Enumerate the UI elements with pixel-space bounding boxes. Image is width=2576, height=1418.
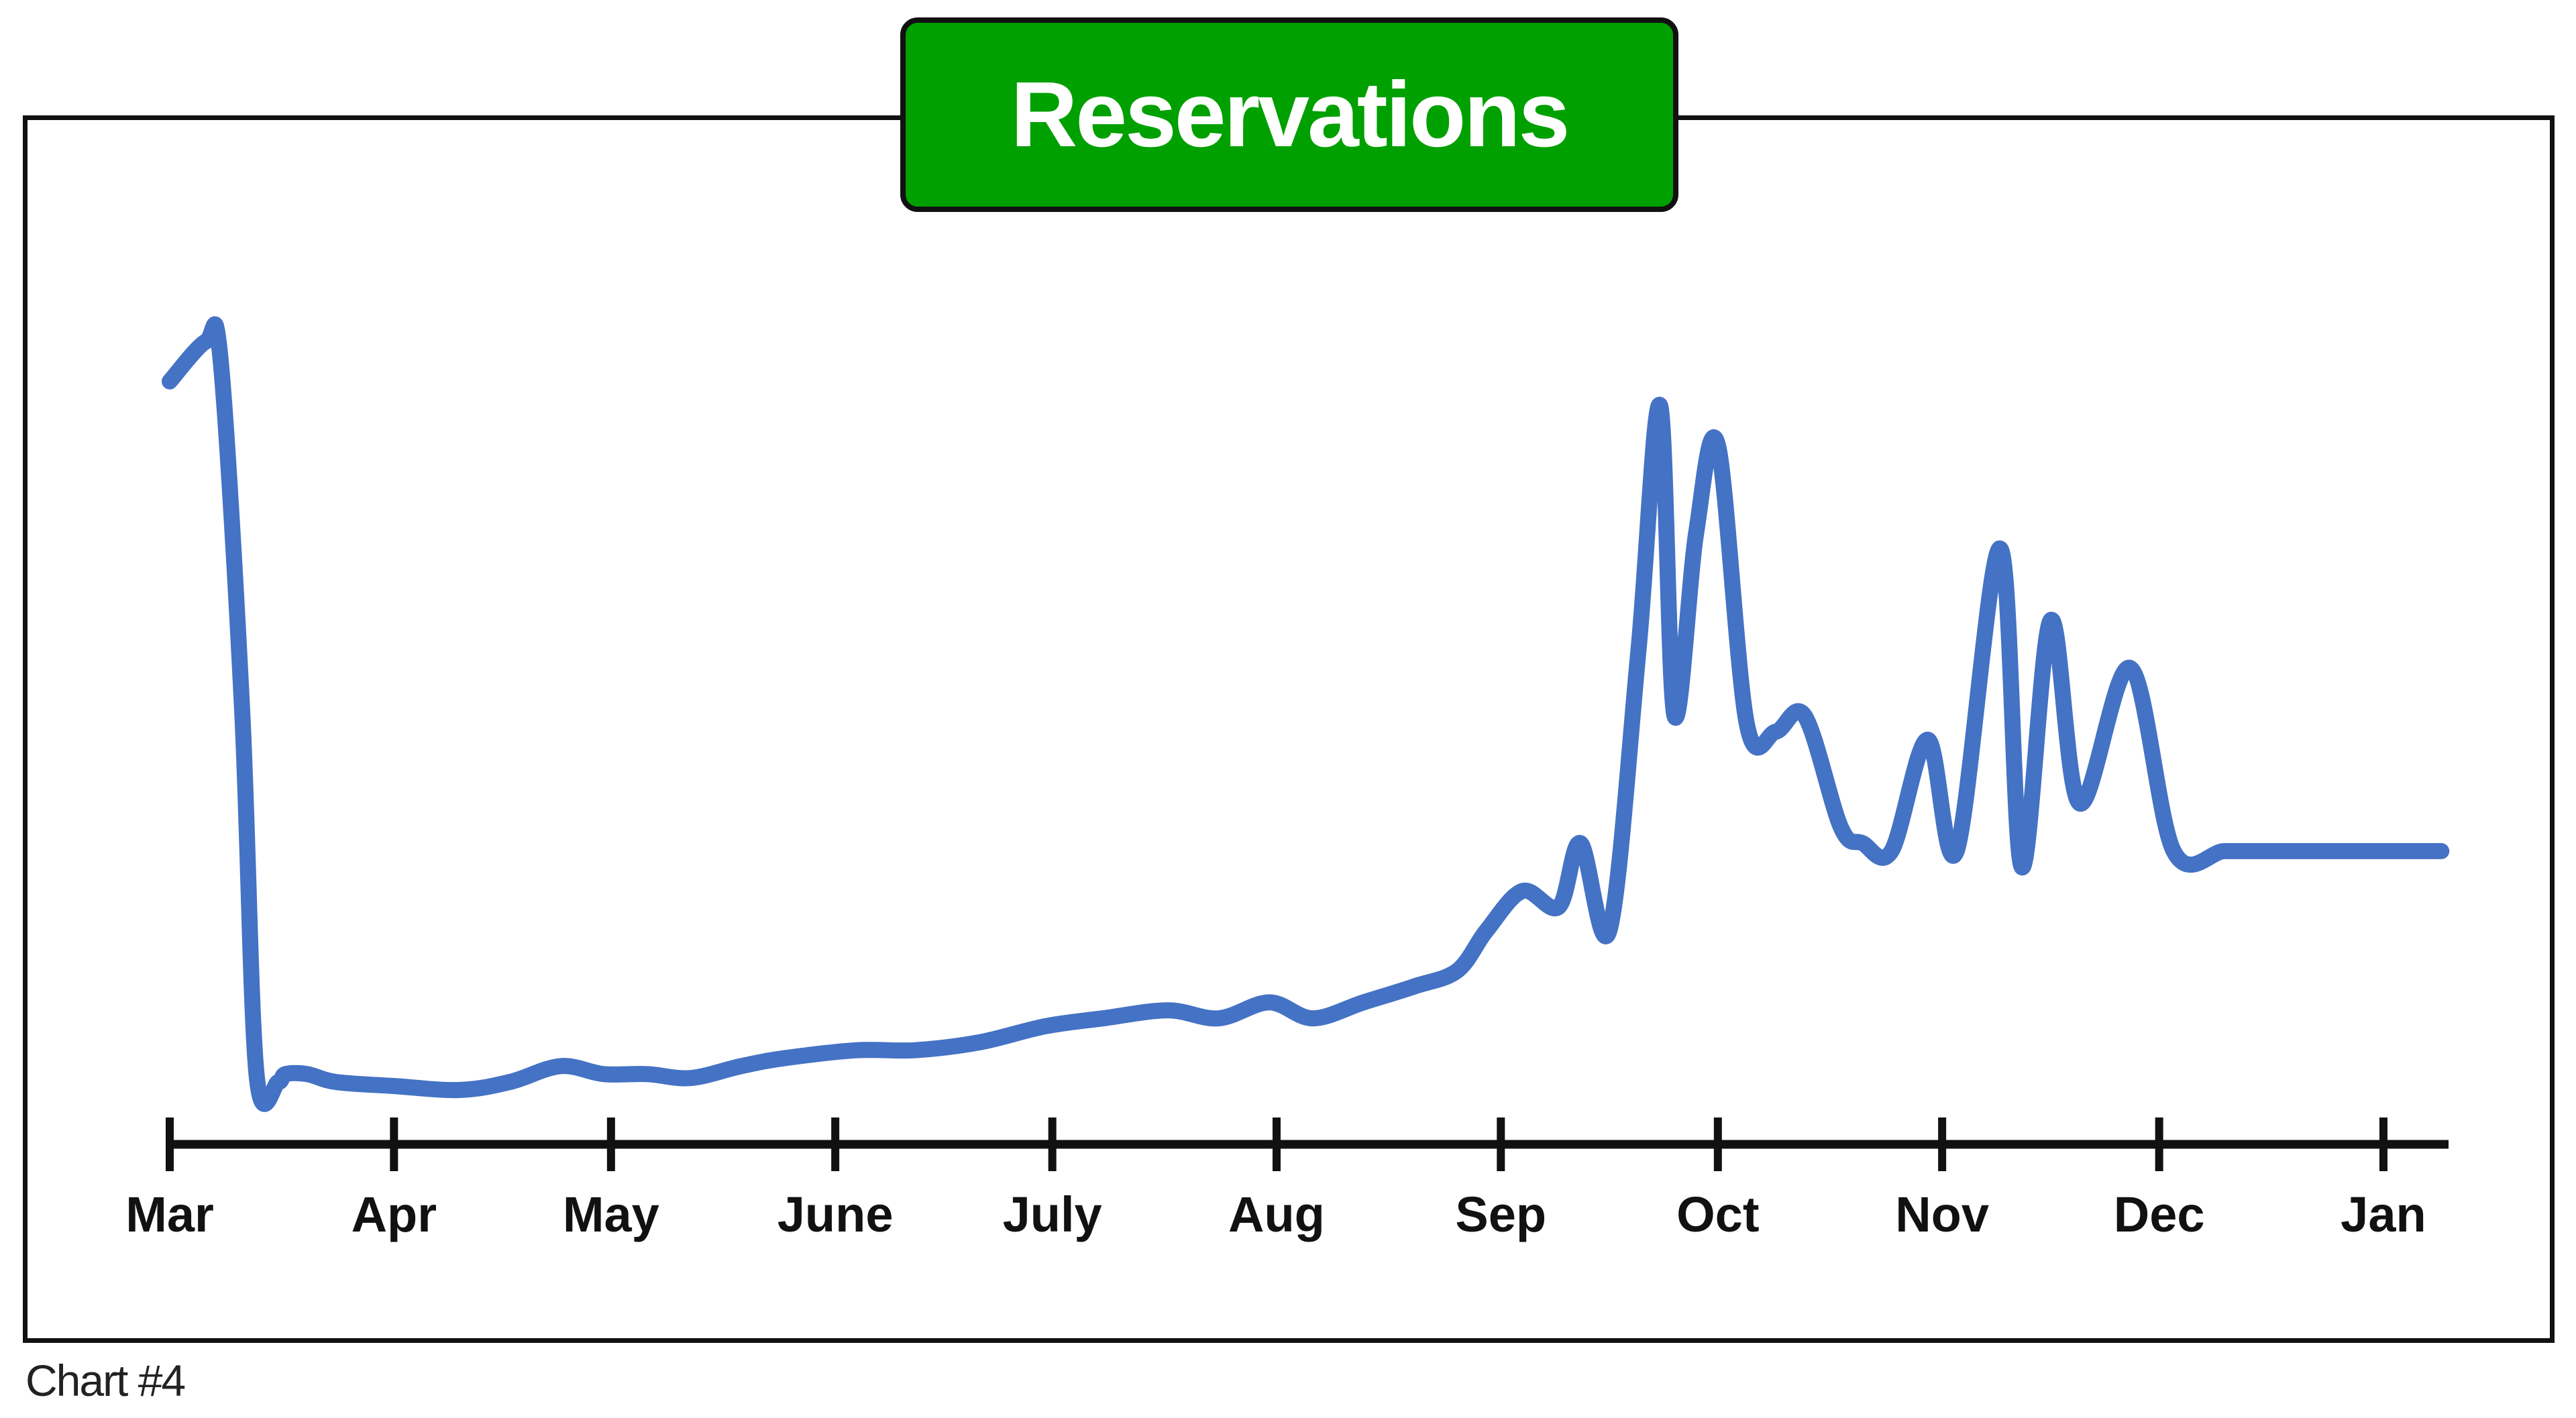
x-axis: Mar Apr May June July Aug Sep Oct Nov Dec Jan — [125, 1117, 2449, 1242]
x-tick-label: Sep — [1455, 1187, 1546, 1242]
x-tick-label: July — [1003, 1187, 1102, 1242]
x-tick-label: Jan — [2341, 1187, 2426, 1242]
x-tick-label: June — [777, 1187, 894, 1242]
series-layer — [162, 316, 2450, 1112]
x-tick-label: Dec — [2114, 1187, 2205, 1242]
chart-title-box: Reservations — [900, 17, 1678, 212]
x-tick-label: Mar — [125, 1187, 214, 1242]
chart-title: Reservations — [1010, 62, 1570, 166]
x-tick-label: Aug — [1228, 1187, 1325, 1242]
x-tick-label: Apr — [352, 1187, 437, 1242]
chart-caption: Chart #4 — [25, 1356, 186, 1405]
x-tick-label: May — [563, 1187, 659, 1242]
series-line — [162, 316, 2450, 1112]
x-tick-label: Oct — [1676, 1187, 1759, 1242]
chart-frame — [23, 115, 2555, 1343]
x-tick-label: Nov — [1895, 1187, 1989, 1242]
